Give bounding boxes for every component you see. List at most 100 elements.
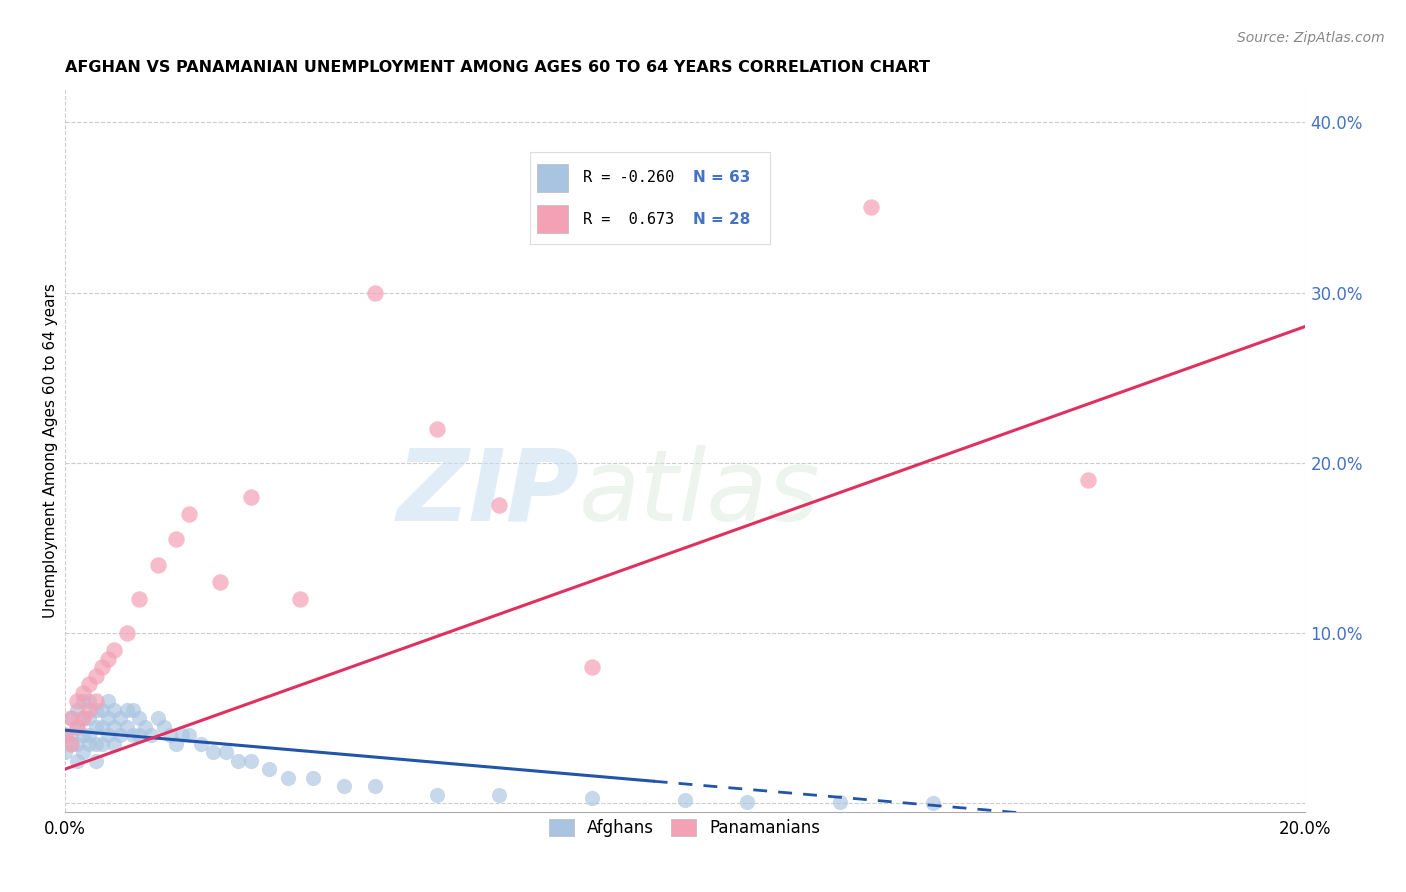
Point — [90, 720, 112, 734]
Point — [146, 558, 169, 572]
Point — [66, 754, 89, 768]
Legend: Afghans, Panamanians: Afghans, Panamanians — [543, 812, 827, 843]
Text: ZIP: ZIP — [396, 445, 579, 542]
Text: AFGHAN VS PANAMANIAN UNEMPLOYMENT AMONG AGES 60 TO 64 YEARS CORRELATION CHART: AFGHAN VS PANAMANIAN UNEMPLOYMENT AMONG … — [65, 60, 929, 75]
Point — [84, 703, 107, 717]
Point — [239, 490, 262, 504]
Point — [72, 745, 94, 759]
Point — [59, 728, 82, 742]
Point — [90, 703, 112, 717]
Point — [152, 720, 174, 734]
Point — [79, 677, 101, 691]
Point — [90, 660, 112, 674]
Point — [115, 720, 138, 734]
Point — [84, 720, 107, 734]
Point — [735, 795, 758, 809]
Point — [53, 728, 76, 742]
Point — [146, 711, 169, 725]
Point — [84, 694, 107, 708]
Point — [581, 791, 603, 805]
Point — [59, 737, 82, 751]
Point — [128, 592, 150, 607]
Point — [363, 780, 385, 794]
Point — [72, 694, 94, 708]
Point — [66, 720, 89, 734]
Point — [72, 686, 94, 700]
Point — [84, 737, 107, 751]
Point — [97, 728, 120, 742]
Point — [488, 788, 510, 802]
Point — [134, 720, 156, 734]
Point — [128, 728, 150, 742]
Point — [53, 745, 76, 759]
Point — [59, 711, 82, 725]
Point — [103, 720, 125, 734]
Point — [110, 728, 132, 742]
Text: Source: ZipAtlas.com: Source: ZipAtlas.com — [1237, 31, 1385, 45]
Text: R = -0.260: R = -0.260 — [582, 170, 673, 186]
Point — [859, 201, 882, 215]
Point — [426, 788, 449, 802]
Text: R =  0.673: R = 0.673 — [582, 212, 673, 227]
Point — [72, 711, 94, 725]
Point — [110, 711, 132, 725]
Point — [103, 703, 125, 717]
Point — [79, 694, 101, 708]
Text: N = 63: N = 63 — [693, 170, 751, 186]
Point — [90, 737, 112, 751]
Point — [190, 737, 212, 751]
Text: atlas: atlas — [579, 445, 821, 542]
Point — [79, 711, 101, 725]
Point — [53, 728, 76, 742]
Point — [165, 533, 187, 547]
Point — [828, 795, 851, 809]
Point — [79, 703, 101, 717]
Point — [172, 728, 194, 742]
Point — [208, 574, 231, 589]
Point — [115, 626, 138, 640]
Point — [115, 703, 138, 717]
Point — [426, 422, 449, 436]
Y-axis label: Unemployment Among Ages 60 to 64 years: Unemployment Among Ages 60 to 64 years — [44, 283, 58, 617]
Point — [97, 651, 120, 665]
Point — [59, 711, 82, 725]
Bar — [537, 164, 568, 192]
Point — [488, 499, 510, 513]
Point — [332, 780, 354, 794]
Point — [103, 737, 125, 751]
Point — [921, 797, 943, 811]
Point — [84, 754, 107, 768]
Point — [288, 592, 311, 607]
Point — [97, 711, 120, 725]
Point — [257, 762, 280, 776]
Point — [141, 728, 163, 742]
Point — [66, 703, 89, 717]
Point — [66, 694, 89, 708]
Point — [215, 745, 238, 759]
Point — [121, 703, 143, 717]
Point — [79, 737, 101, 751]
Point — [363, 285, 385, 300]
Point — [277, 771, 299, 785]
Point — [121, 728, 143, 742]
Point — [97, 694, 120, 708]
Point — [1077, 473, 1099, 487]
Point — [202, 745, 225, 759]
Point — [72, 728, 94, 742]
Point — [72, 711, 94, 725]
Point — [226, 754, 249, 768]
Point — [177, 507, 200, 521]
Point — [79, 728, 101, 742]
Point — [177, 728, 200, 742]
Point — [165, 737, 187, 751]
Point — [66, 737, 89, 751]
Point — [128, 711, 150, 725]
Point — [59, 737, 82, 751]
Point — [239, 754, 262, 768]
Point — [84, 668, 107, 682]
Point — [66, 720, 89, 734]
Bar — [537, 205, 568, 234]
Point — [103, 643, 125, 657]
Point — [301, 771, 323, 785]
Point — [673, 793, 696, 807]
